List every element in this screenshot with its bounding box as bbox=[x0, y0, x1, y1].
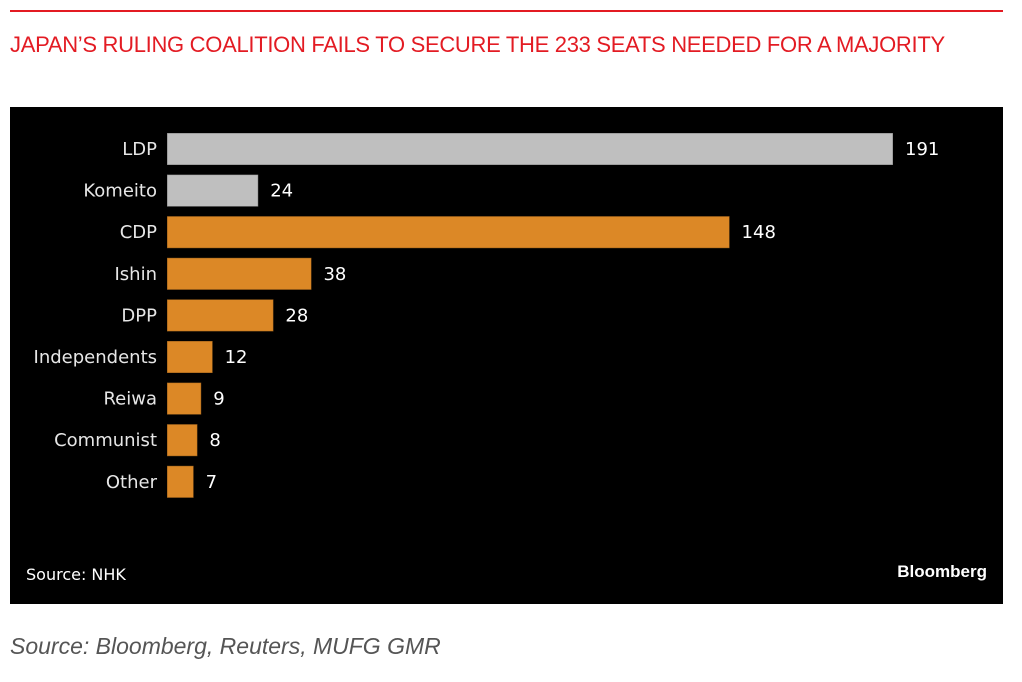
category-label: Other bbox=[106, 472, 158, 493]
top-rule bbox=[10, 10, 1003, 12]
value-label: 38 bbox=[323, 264, 346, 285]
chart-source-label: Source: NHK bbox=[26, 565, 126, 584]
category-label: CDP bbox=[120, 222, 157, 243]
value-label: 12 bbox=[225, 347, 248, 368]
value-label: 9 bbox=[213, 389, 224, 410]
value-label: 7 bbox=[206, 472, 217, 493]
bar-cdp bbox=[166, 215, 731, 249]
category-label: Komeito bbox=[83, 181, 157, 202]
value-label: 191 bbox=[905, 139, 939, 160]
bar-chart: LDP 191 Komeito 24 CDP 148 Ishin 38 DPP 28 Indepen… bbox=[34, 132, 939, 499]
bar-reiwa bbox=[166, 382, 202, 416]
chart-panel: LDP 191 Komeito 24 CDP 148 Ishin 38 DPP 28 Indepen… bbox=[10, 107, 1003, 604]
category-label: Independents bbox=[34, 347, 157, 368]
category-label: DPP bbox=[121, 305, 157, 326]
category-label: Reiwa bbox=[103, 389, 157, 410]
bar-ldp bbox=[166, 132, 894, 166]
bar-dpp bbox=[166, 298, 274, 332]
category-label: LDP bbox=[122, 139, 157, 160]
value-label: 148 bbox=[742, 222, 776, 243]
chart-title: JAPAN’S RULING COALITION FAILS TO SECURE… bbox=[10, 32, 945, 57]
bar-communist bbox=[166, 423, 198, 457]
category-label: Ishin bbox=[114, 264, 157, 285]
value-label: 8 bbox=[209, 430, 220, 451]
bar-komeito bbox=[166, 174, 259, 208]
category-label: Communist bbox=[54, 430, 157, 451]
bar-independents bbox=[166, 340, 214, 374]
value-label: 28 bbox=[285, 305, 308, 326]
bar-other bbox=[166, 465, 195, 499]
bloomberg-logo: Bloomberg bbox=[897, 562, 987, 581]
value-label: 24 bbox=[270, 181, 293, 202]
bar-ishin bbox=[166, 257, 312, 291]
footer-source: Source: Bloomberg, Reuters, MUFG GMR bbox=[10, 633, 441, 659]
